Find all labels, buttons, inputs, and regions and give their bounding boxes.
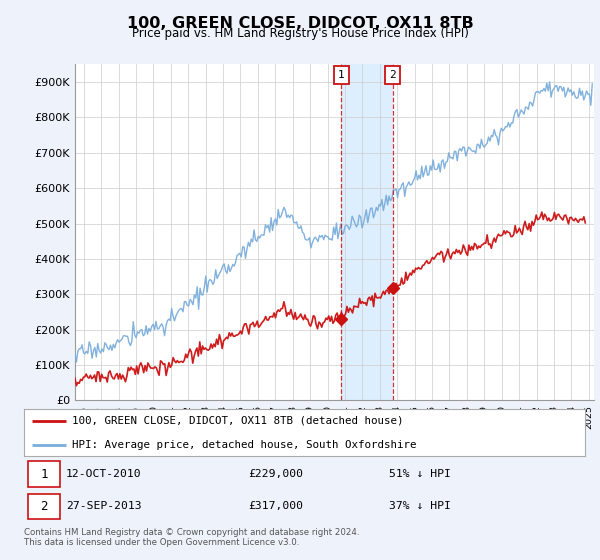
- Text: 100, GREEN CLOSE, DIDCOT, OX11 8TB: 100, GREEN CLOSE, DIDCOT, OX11 8TB: [127, 16, 473, 31]
- Text: 37% ↓ HPI: 37% ↓ HPI: [389, 501, 451, 511]
- Text: 1: 1: [338, 70, 344, 80]
- Text: £229,000: £229,000: [248, 469, 304, 479]
- Text: 51% ↓ HPI: 51% ↓ HPI: [389, 469, 451, 479]
- Text: 1: 1: [40, 468, 48, 480]
- Text: 100, GREEN CLOSE, DIDCOT, OX11 8TB (detached house): 100, GREEN CLOSE, DIDCOT, OX11 8TB (deta…: [71, 416, 403, 426]
- Text: 2: 2: [389, 70, 396, 80]
- Bar: [341, 64, 392, 400]
- FancyBboxPatch shape: [28, 461, 61, 487]
- FancyBboxPatch shape: [28, 494, 61, 519]
- Text: Contains HM Land Registry data © Crown copyright and database right 2024.
This d: Contains HM Land Registry data © Crown c…: [24, 528, 359, 547]
- Text: 2: 2: [40, 500, 48, 513]
- Text: HPI: Average price, detached house, South Oxfordshire: HPI: Average price, detached house, Sout…: [71, 440, 416, 450]
- Text: 27-SEP-2013: 27-SEP-2013: [66, 501, 142, 511]
- Text: £317,000: £317,000: [248, 501, 304, 511]
- Text: Price paid vs. HM Land Registry's House Price Index (HPI): Price paid vs. HM Land Registry's House …: [131, 27, 469, 40]
- Text: 12-OCT-2010: 12-OCT-2010: [66, 469, 142, 479]
